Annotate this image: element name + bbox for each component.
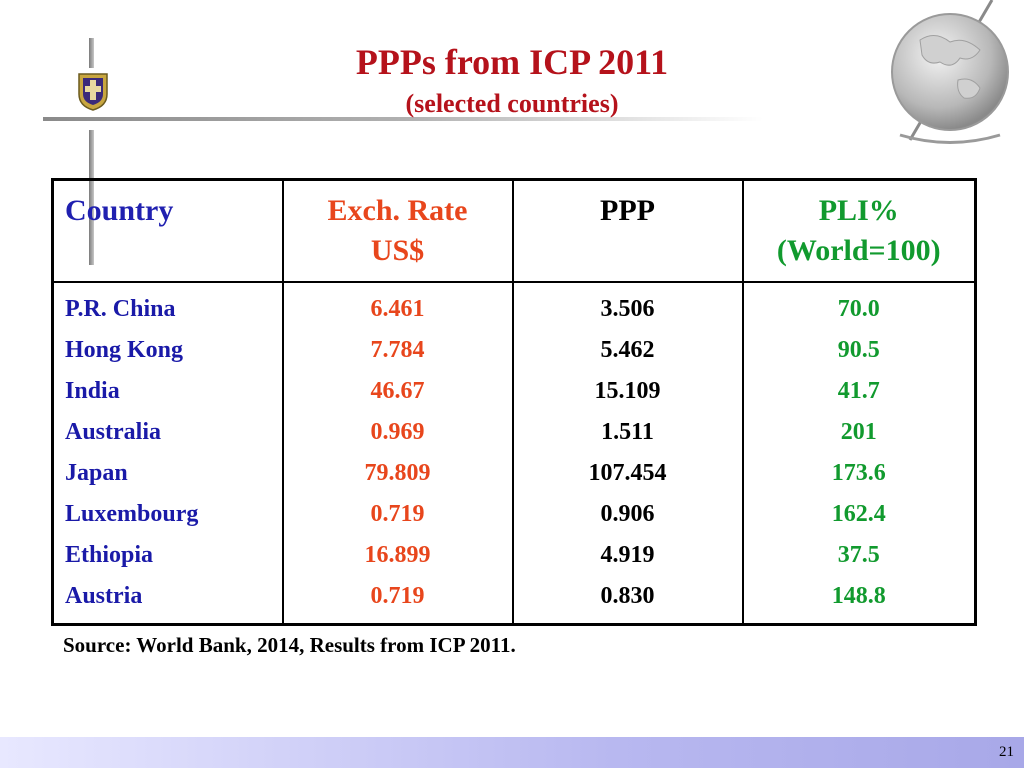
header-exchange-rate-line2: US$	[370, 234, 425, 267]
page-number: 21	[999, 744, 1014, 760]
pli-cell: 162.4	[741, 494, 976, 535]
table-row: India 46.67 15.109 41.7	[53, 371, 976, 412]
exchange-rate-cell: 6.461	[281, 282, 513, 330]
exchange-rate-cell: 7.784	[281, 330, 513, 371]
country-cell: Hong Kong	[65, 337, 184, 363]
slide-title: PPPs from ICP 2011	[355, 42, 669, 82]
table-row: Luxembourg 0.719 0.906 162.4	[53, 494, 976, 535]
country-cell: Australia	[65, 419, 161, 445]
table-row: P.R. China 6.461 3.506 70.0	[53, 282, 976, 330]
ppp-cell: 4.919	[511, 535, 743, 576]
country-cell: Ethiopia	[65, 542, 154, 568]
header-exchange-rate: Exch. Rate US$	[281, 179, 513, 283]
frame-vertical-line-top	[89, 38, 94, 68]
pli-cell: 148.8	[741, 576, 976, 625]
ppp-cell: 3.506	[511, 282, 743, 330]
pli-cell: 37.5	[741, 535, 976, 576]
table-row: Australia 0.969 1.511 201	[53, 412, 976, 453]
ppp-table: Country Exch. Rate US$ PPP PLI% (World=1…	[51, 178, 977, 626]
header-pli-line2: (World=100)	[776, 234, 941, 267]
header-pli: PLI% (World=100)	[741, 179, 976, 283]
pli-cell: 41.7	[741, 371, 976, 412]
table-row: Japan 79.809 107.454 173.6	[53, 453, 976, 494]
ppp-cell: 0.906	[511, 494, 743, 535]
ppp-cell: 5.462	[511, 330, 743, 371]
ppp-cell: 107.454	[511, 453, 743, 494]
table-row: Austria 0.719 0.830 148.8	[53, 576, 976, 625]
frame-horizontal-line	[43, 117, 763, 121]
ppp-cell: 0.830	[511, 576, 743, 625]
exchange-rate-cell: 0.969	[281, 412, 513, 453]
country-cell: P.R. China	[65, 296, 176, 322]
footer-bar	[0, 737, 1024, 768]
header-ppp: PPP	[511, 179, 743, 283]
pli-cell: 70.0	[741, 282, 976, 330]
country-cell: Luxembourg	[65, 501, 199, 527]
exchange-rate-cell: 16.899	[281, 535, 513, 576]
table-header-row: Country Exch. Rate US$ PPP PLI% (World=1…	[52, 179, 976, 283]
pli-cell: 90.5	[741, 330, 976, 371]
ppp-cell: 15.109	[511, 371, 743, 412]
header-country: Country	[52, 179, 283, 283]
exchange-rate-cell: 79.809	[281, 453, 513, 494]
exchange-rate-cell: 0.719	[281, 494, 513, 535]
header-pli-line1: PLI%	[818, 194, 899, 227]
country-cell: Japan	[65, 460, 128, 486]
table-row: Ethiopia 16.899 4.919 37.5	[53, 535, 976, 576]
exchange-rate-cell: 0.719	[281, 576, 513, 625]
exchange-rate-cell: 46.67	[281, 371, 513, 412]
table-row: Hong Kong 7.784 5.462 90.5	[53, 330, 976, 371]
source-note: Source: World Bank, 2014, Results from I…	[63, 633, 516, 657]
pli-cell: 201	[741, 412, 976, 453]
university-crest-icon	[78, 73, 108, 111]
slide-subtitle: (selected countries)	[405, 89, 619, 118]
pli-cell: 173.6	[741, 453, 976, 494]
globe-icon	[891, 0, 1009, 144]
header-exchange-rate-line1: Exch. Rate	[327, 194, 468, 227]
country-cell: India	[65, 378, 120, 404]
country-cell: Austria	[65, 583, 143, 609]
ppp-cell: 1.511	[511, 412, 743, 453]
